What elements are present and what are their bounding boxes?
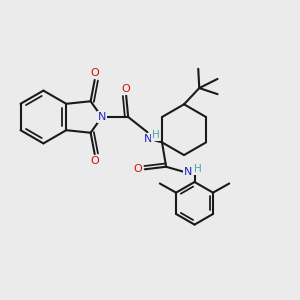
Text: O: O [90,68,99,78]
Text: O: O [90,156,99,166]
Text: H: H [194,164,202,174]
Text: N: N [184,167,192,177]
Text: H: H [152,130,160,140]
Text: O: O [134,164,142,174]
Text: N: N [98,112,106,122]
Text: O: O [122,84,130,94]
Text: N: N [144,134,153,144]
